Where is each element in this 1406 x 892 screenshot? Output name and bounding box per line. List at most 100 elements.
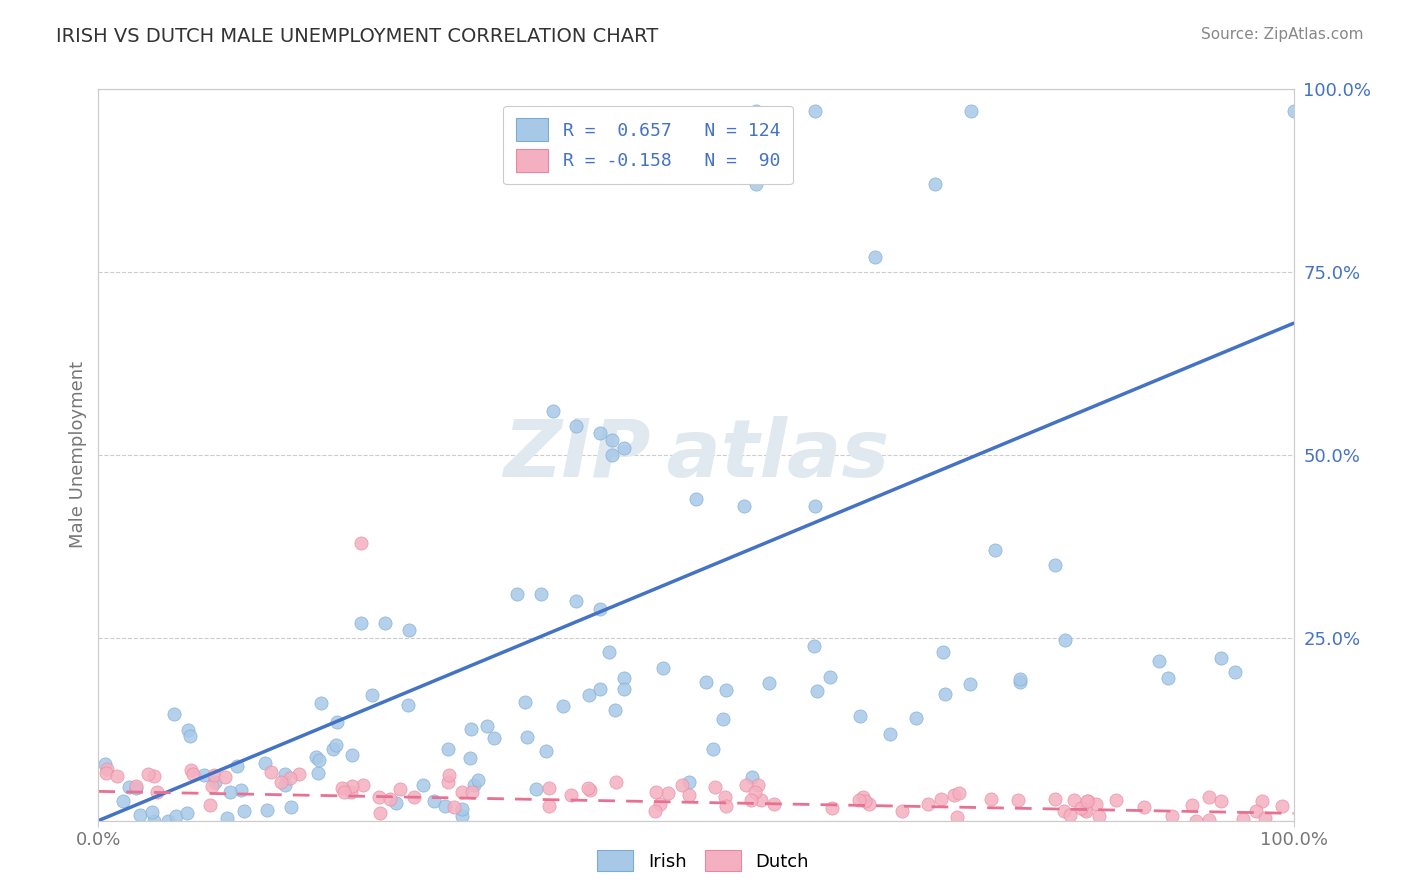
Irish [193, 768, 215, 782]
Dutch [644, 804, 666, 818]
Irish [1157, 671, 1180, 685]
Irish [685, 491, 707, 506]
Dutch [1254, 811, 1277, 825]
Dutch [402, 790, 425, 805]
Dutch [1209, 794, 1232, 808]
Dutch [1076, 804, 1098, 818]
Irish [589, 425, 612, 440]
Irish [467, 773, 489, 788]
Dutch [749, 793, 772, 807]
Dutch [853, 794, 876, 808]
Irish [603, 703, 626, 717]
Dutch [1271, 799, 1294, 814]
Irish [803, 639, 825, 653]
Dutch [735, 778, 758, 792]
Dutch [96, 763, 118, 777]
Dutch [181, 767, 204, 781]
Dutch [1185, 814, 1208, 828]
Irish [1211, 650, 1233, 665]
Irish [460, 723, 482, 737]
Dutch [605, 775, 627, 789]
Irish [256, 803, 278, 817]
Dutch [200, 797, 222, 812]
Irish [204, 774, 226, 789]
Irish [733, 499, 755, 513]
Irish [818, 670, 841, 684]
Dutch [136, 767, 159, 781]
Irish [959, 677, 981, 691]
Legend: Irish, Dutch: Irish, Dutch [591, 843, 815, 879]
Irish [350, 616, 373, 631]
Irish [176, 723, 198, 737]
Irish [924, 178, 946, 192]
Irish [374, 616, 396, 631]
Text: IRISH VS DUTCH MALE UNEMPLOYMENT CORRELATION CHART: IRISH VS DUTCH MALE UNEMPLOYMENT CORRELA… [56, 27, 658, 45]
Irish [804, 499, 827, 513]
Dutch [1198, 790, 1220, 805]
Irish [598, 645, 620, 659]
Dutch [671, 778, 693, 792]
Dutch [450, 785, 472, 799]
Irish [1008, 672, 1031, 686]
Dutch [436, 774, 458, 789]
Irish [905, 711, 928, 725]
Irish [340, 747, 363, 762]
Irish [1282, 104, 1305, 119]
Dutch [378, 792, 401, 806]
Dutch [1244, 804, 1267, 818]
Dutch [125, 779, 148, 793]
Dutch [1105, 793, 1128, 807]
Dutch [740, 793, 762, 807]
Irish [741, 770, 763, 784]
Dutch [579, 783, 602, 797]
Irish [702, 742, 724, 756]
Irish [879, 726, 901, 740]
Irish [463, 779, 485, 793]
Irish [398, 624, 420, 638]
Irish [541, 404, 564, 418]
Dutch [1053, 804, 1076, 818]
Irish [111, 794, 134, 808]
Irish [1043, 558, 1066, 572]
Irish [1010, 675, 1032, 690]
Irish [156, 814, 179, 828]
Irish [711, 712, 734, 726]
Irish [804, 104, 827, 119]
Dutch [946, 810, 969, 824]
Irish [613, 681, 636, 696]
Dutch [744, 785, 766, 799]
Y-axis label: Male Unemployment: Male Unemployment [69, 361, 87, 549]
Dutch [890, 804, 912, 818]
Irish [308, 753, 330, 767]
Dutch [437, 768, 460, 782]
Irish [806, 684, 828, 698]
Irish [274, 767, 297, 781]
Irish [613, 441, 636, 455]
Irish [695, 674, 717, 689]
Irish [94, 756, 117, 771]
Dutch [644, 785, 666, 799]
Dutch [1063, 793, 1085, 807]
Dutch [704, 780, 727, 795]
Irish [433, 798, 456, 813]
Irish [254, 756, 277, 771]
Dutch [650, 797, 672, 812]
Irish [451, 809, 474, 823]
Dutch [389, 782, 412, 797]
Irish [451, 801, 474, 815]
Irish [274, 778, 297, 792]
Irish [311, 696, 333, 710]
Dutch [714, 798, 737, 813]
Dutch [943, 788, 966, 802]
Dutch [202, 768, 225, 782]
Dutch [917, 797, 939, 812]
Dutch [1088, 809, 1111, 823]
Irish [179, 729, 201, 743]
Irish [530, 587, 553, 601]
Irish [602, 448, 624, 462]
Irish [233, 804, 256, 818]
Dutch [852, 789, 875, 804]
Irish [280, 800, 302, 814]
Dutch [747, 778, 769, 792]
Dutch [201, 779, 224, 793]
